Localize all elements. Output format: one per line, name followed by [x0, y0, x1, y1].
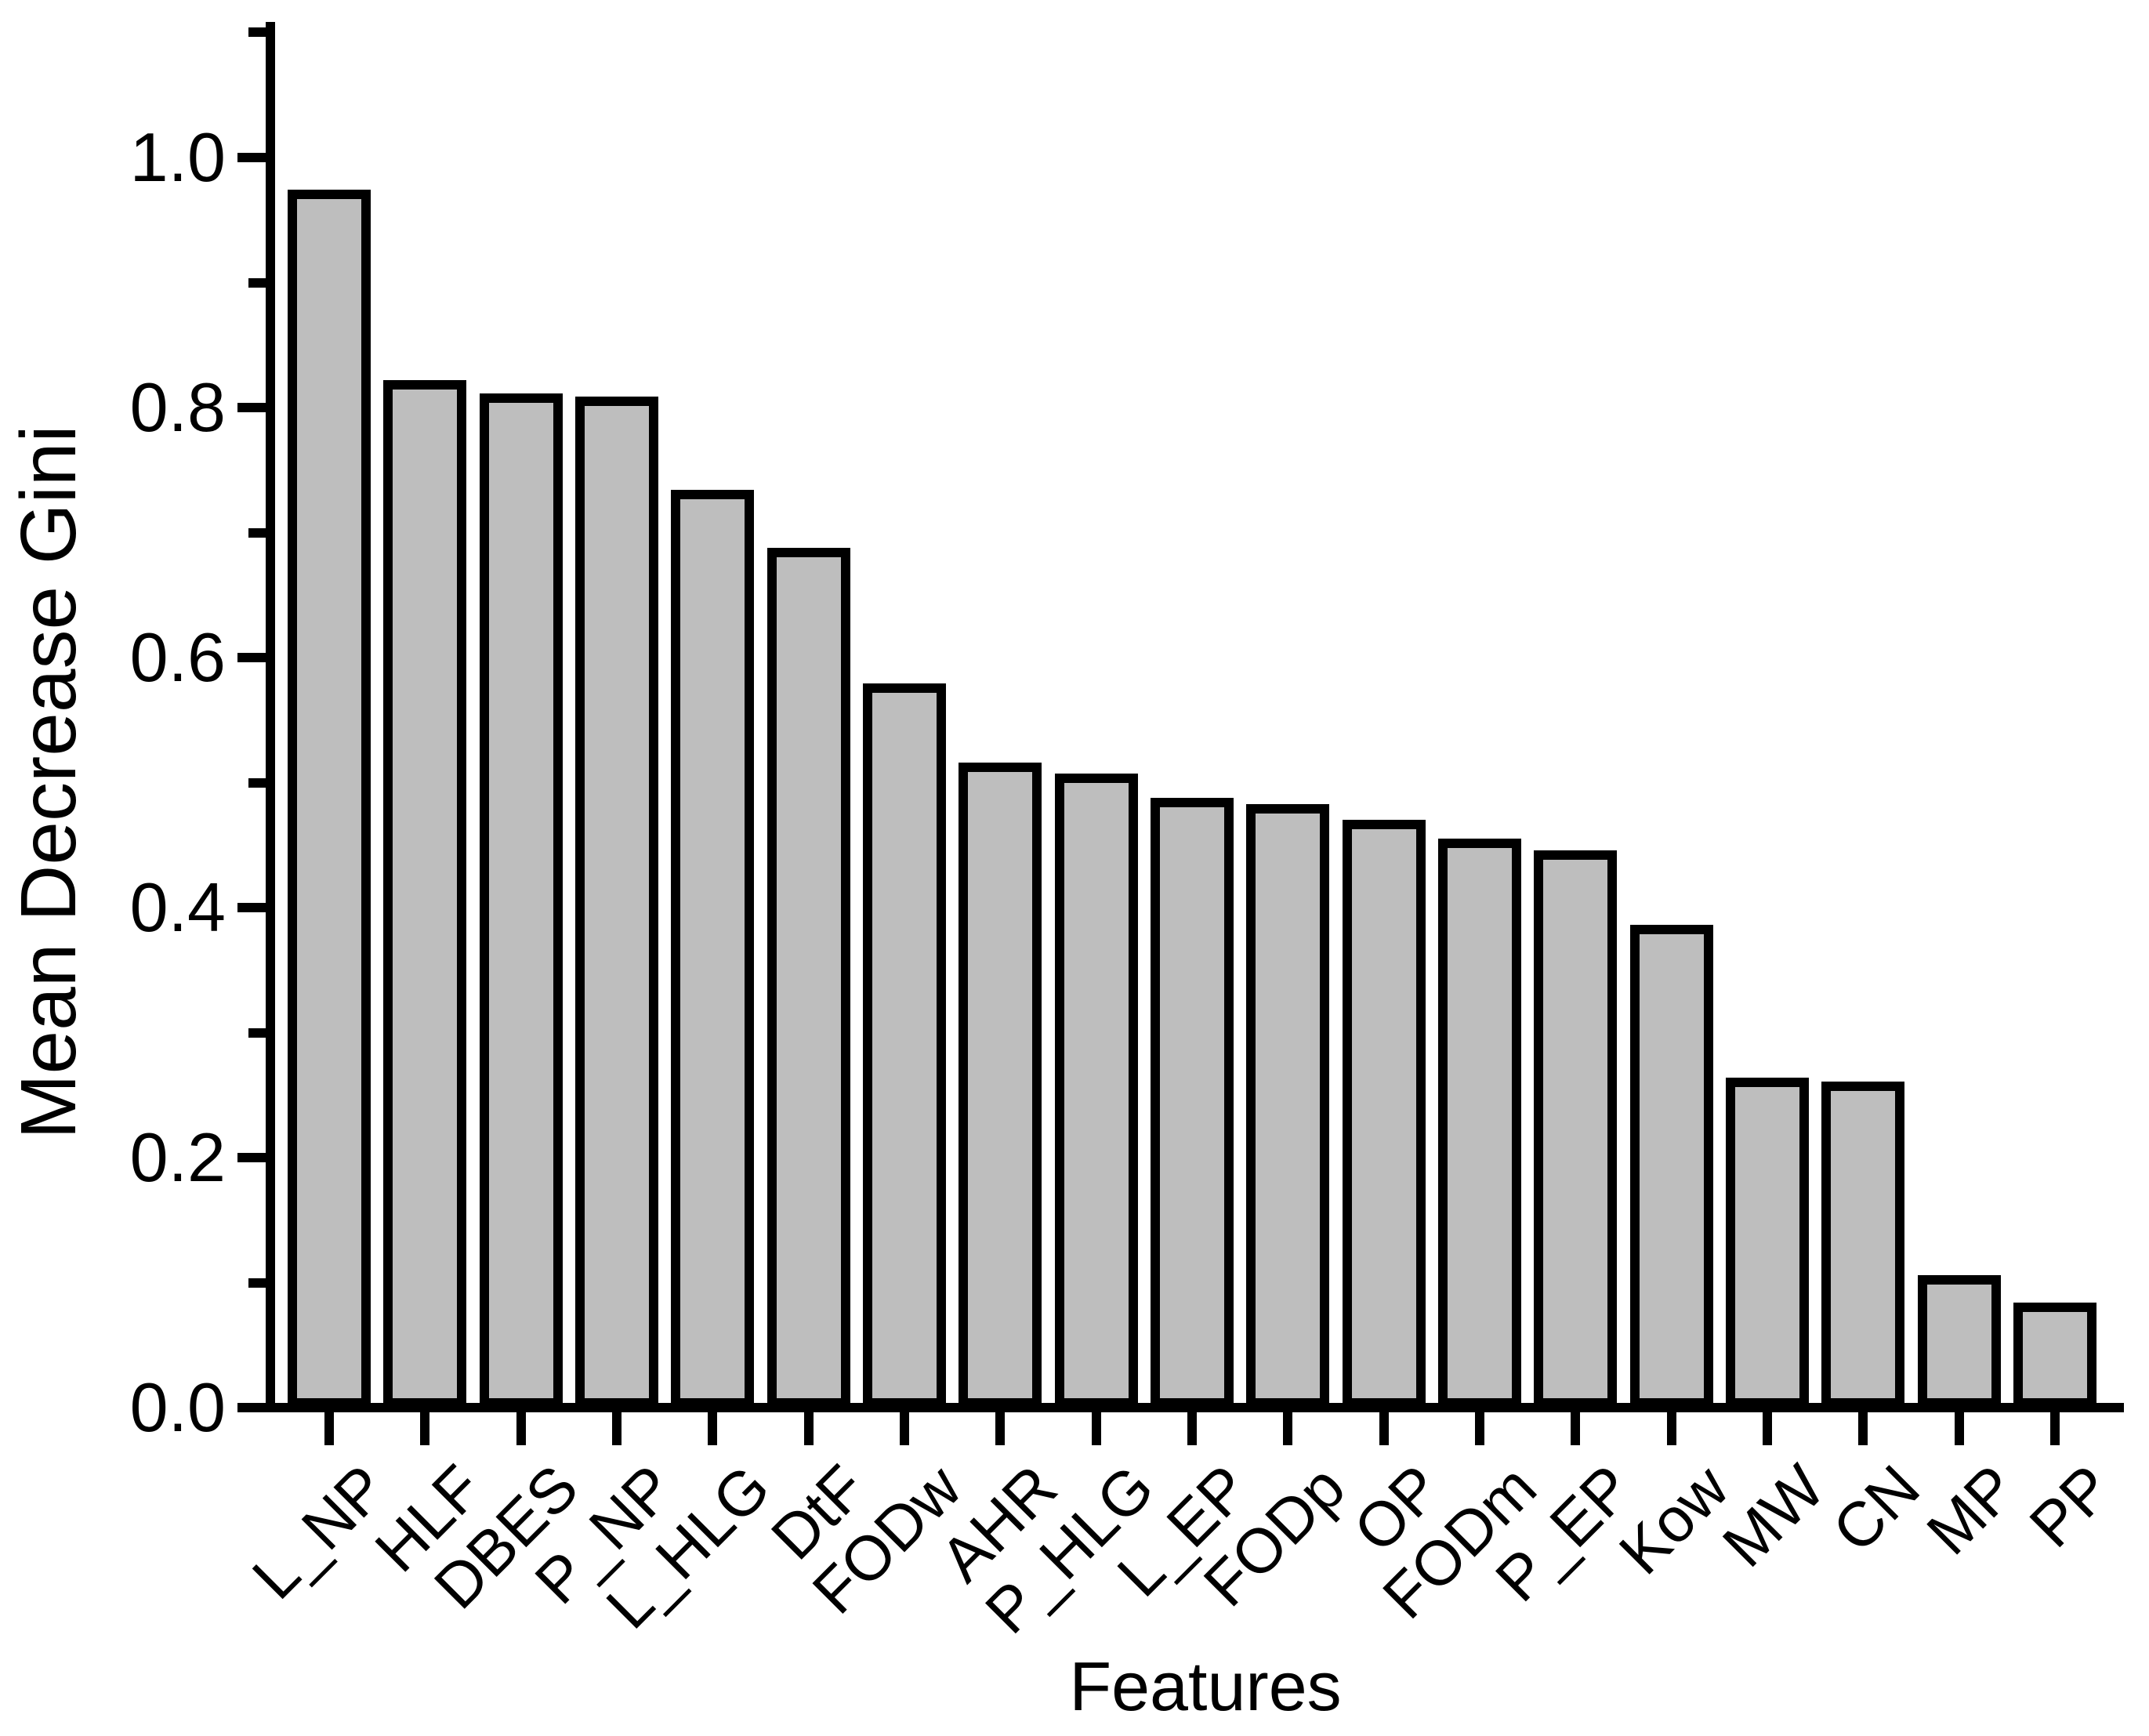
y-minor-tick [248, 1278, 266, 1288]
x-tick [2050, 1412, 2060, 1445]
y-minor-tick [248, 278, 266, 288]
x-tick-label: PP [2017, 1451, 2125, 1560]
x-tick [1092, 1412, 1101, 1445]
x-tick [1858, 1412, 1868, 1445]
x-axis-title: Features [1069, 1647, 1342, 1725]
x-tick [1187, 1412, 1197, 1445]
x-tick [708, 1412, 717, 1445]
y-tick-label: 0.2 [129, 1118, 226, 1196]
y-major-tick [237, 403, 266, 412]
x-tick-label: MP [1913, 1451, 2030, 1568]
bar-FODw [863, 683, 946, 1408]
bar-MW [1726, 1078, 1809, 1408]
y-minor-tick [248, 27, 266, 37]
bar-AHR [959, 763, 1042, 1408]
bar-P_EP [1534, 850, 1617, 1408]
y-axis-line [266, 22, 275, 1412]
y-major-tick [237, 903, 266, 912]
y-minor-tick [248, 1028, 266, 1038]
x-tick [1379, 1412, 1389, 1445]
bar-L_EP [1151, 798, 1234, 1408]
y-major-tick [237, 153, 266, 162]
y-major-tick [237, 1403, 266, 1412]
x-tick [1955, 1412, 1964, 1445]
x-tick [900, 1412, 909, 1445]
y-tick-label: 0.4 [129, 868, 226, 946]
x-tick [516, 1412, 526, 1445]
x-tick-label: CN [1819, 1451, 1933, 1566]
y-minor-tick [248, 778, 266, 788]
bar-CN [1821, 1082, 1904, 1408]
bar-OP [1343, 820, 1426, 1408]
y-tick-label: 0.6 [129, 618, 226, 696]
bar-MP [1918, 1275, 2001, 1408]
bar-P_HLG [1055, 774, 1138, 1408]
x-tick [1283, 1412, 1292, 1445]
bar-DBES [480, 393, 563, 1408]
x-tick [324, 1412, 334, 1445]
bar-L_NP [288, 190, 371, 1408]
bar-FODp [1246, 804, 1329, 1408]
bar-FODm [1438, 839, 1521, 1408]
bar-HLF [383, 380, 466, 1408]
bar-Kow [1630, 925, 1713, 1408]
y-minor-tick [248, 528, 266, 538]
bar-L_HLG [671, 490, 754, 1408]
bar-PP [2013, 1303, 2096, 1408]
y-major-tick [237, 1153, 266, 1162]
y-axis-title: Mean Decrease Gini [5, 425, 92, 1140]
y-major-tick [237, 653, 266, 662]
y-tick-label: 1.0 [129, 118, 226, 196]
bar-DtF [767, 548, 850, 1408]
x-tick [995, 1412, 1005, 1445]
x-tick [1763, 1412, 1772, 1445]
x-tick [1571, 1412, 1580, 1445]
x-tick [420, 1412, 429, 1445]
x-tick [1475, 1412, 1484, 1445]
x-tick [612, 1412, 622, 1445]
y-tick-label: 0.0 [129, 1368, 226, 1446]
bar-P_NP [575, 397, 658, 1408]
x-tick [1667, 1412, 1676, 1445]
x-tick-label: MW [1709, 1451, 1838, 1580]
x-tick [804, 1412, 814, 1445]
y-tick-label: 0.8 [129, 368, 226, 446]
